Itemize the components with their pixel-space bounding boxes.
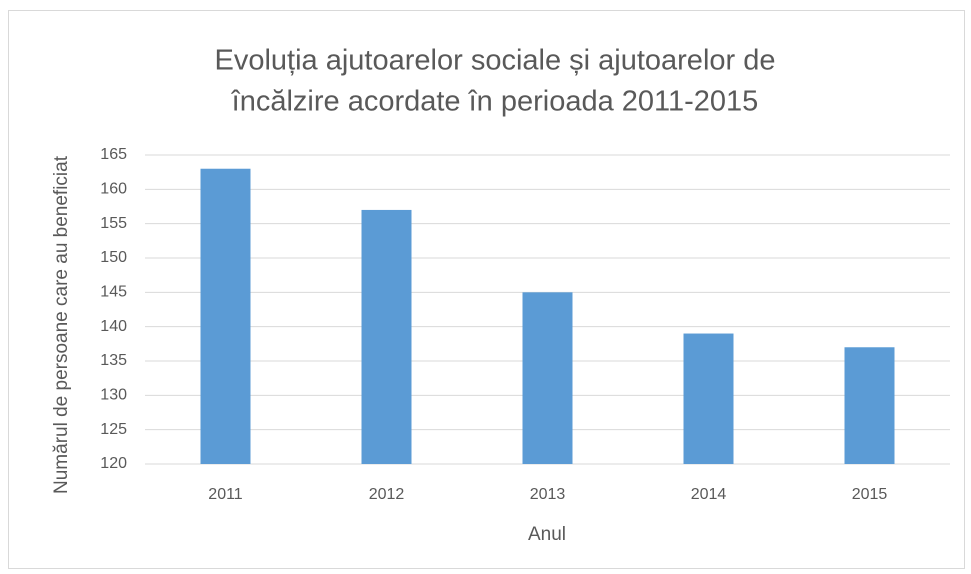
y-tick-label: 130 (100, 387, 127, 404)
y-tick-label: 165 (100, 146, 127, 163)
bar (844, 347, 895, 464)
bar (522, 292, 573, 464)
y-axis-label: Numărul de persoane care au beneficiat (51, 155, 72, 494)
y-tick-label: 140 (100, 318, 127, 335)
chart-border (8, 10, 965, 569)
bar (200, 168, 251, 464)
bar (683, 333, 734, 464)
x-tick-label: 2013 (530, 486, 566, 503)
x-tick-label: 2015 (852, 486, 888, 503)
x-tick-label: 2012 (369, 486, 405, 503)
y-tick-label: 120 (100, 455, 127, 472)
x-tick-label: 2014 (691, 486, 727, 503)
chart-title: încălzire acordate în perioada 2011-2015 (231, 86, 759, 118)
y-tick-label: 155 (100, 215, 127, 232)
y-tick-label: 160 (100, 181, 127, 198)
y-tick-label: 150 (100, 249, 127, 266)
x-tick-label: 2011 (208, 486, 243, 503)
y-tick-label: 135 (100, 352, 127, 369)
y-tick-label: 125 (100, 421, 127, 438)
x-axis-label: Anul (528, 524, 566, 545)
chart-title: Evoluția ajutoarelor sociale și ajutoare… (215, 45, 776, 77)
y-tick-label: 145 (100, 284, 127, 301)
bar (361, 209, 412, 464)
